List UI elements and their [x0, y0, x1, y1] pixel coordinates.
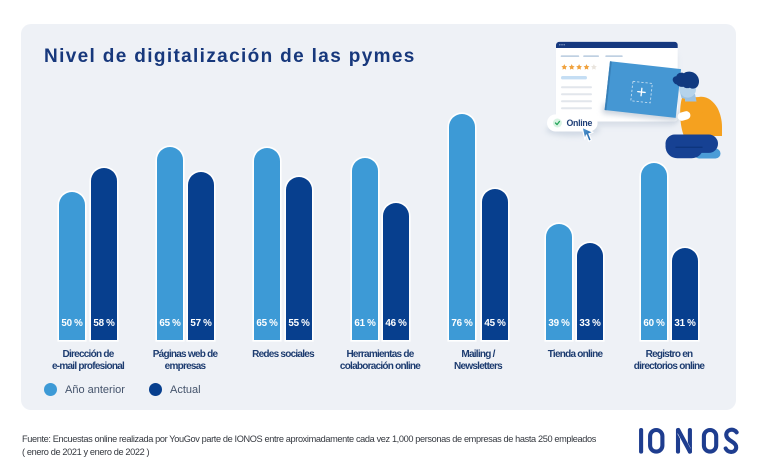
svg-text:Online: Online [567, 118, 593, 128]
